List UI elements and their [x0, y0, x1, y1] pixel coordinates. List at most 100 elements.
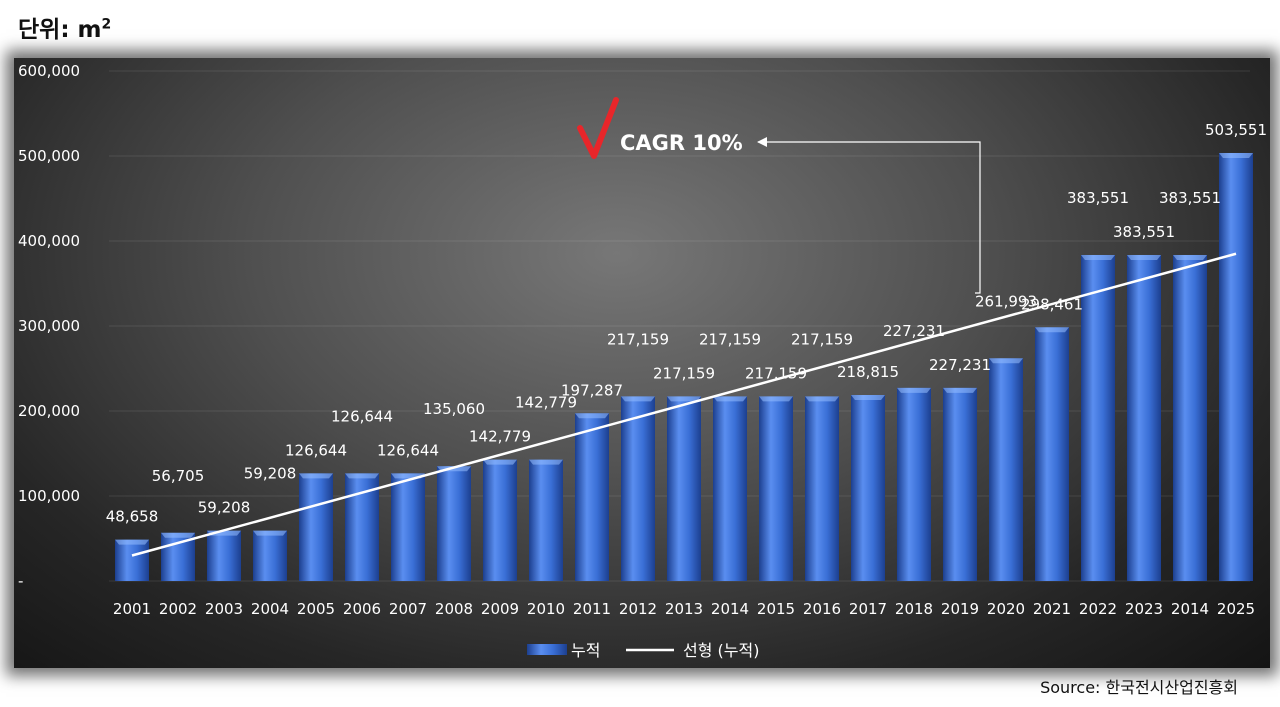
x-tick-label: 2023 — [1125, 600, 1163, 618]
y-tick-label: 500,000 — [18, 147, 80, 165]
x-tick-label: 2006 — [343, 600, 381, 618]
bar — [1127, 254, 1161, 582]
data-label: 197,287 — [561, 381, 623, 399]
bars — [115, 152, 1253, 582]
legend-bar-swatch — [527, 644, 567, 655]
x-tick-label: 2014 — [1171, 600, 1209, 618]
data-label: 217,159 — [607, 330, 669, 348]
x-tick-label: 2002 — [159, 600, 197, 618]
x-tick-label: 2011 — [573, 600, 611, 618]
x-tick-label: 2018 — [895, 600, 933, 618]
bar — [207, 530, 241, 581]
y-tick-label: - — [18, 572, 23, 590]
x-tick-label: 2009 — [481, 600, 519, 618]
bar-top-bevel — [1081, 254, 1115, 260]
cagr-text: CAGR 10% — [620, 131, 743, 155]
x-tick-label: 2014 — [711, 600, 749, 618]
data-label: 227,231 — [883, 322, 945, 340]
unit-title: 단위: m2 — [18, 10, 111, 44]
y-tick-label: 100,000 — [18, 487, 80, 505]
check-mark-icon — [577, 97, 619, 159]
data-label: 59,208 — [198, 499, 251, 517]
data-label: 56,705 — [152, 467, 205, 485]
bar-top-bevel — [299, 473, 333, 479]
data-label: 217,159 — [745, 364, 807, 382]
bar — [391, 473, 425, 581]
data-label: 383,551 — [1067, 189, 1129, 207]
bar-top-bevel — [161, 532, 195, 538]
bar — [713, 396, 747, 581]
data-label: 142,779 — [515, 394, 577, 412]
bar-top-bevel — [115, 539, 149, 545]
bar-top-bevel — [713, 396, 747, 402]
x-tick-label: 2010 — [527, 600, 565, 618]
bar — [805, 396, 839, 581]
bar — [621, 396, 655, 581]
bar-top-bevel — [1173, 254, 1207, 260]
bar-top-bevel — [345, 473, 379, 479]
bar-top-bevel — [1127, 254, 1161, 260]
data-label: 217,159 — [653, 364, 715, 382]
bar-top-bevel — [667, 396, 701, 402]
data-label: 217,159 — [791, 330, 853, 348]
y-tick-label: 400,000 — [18, 232, 80, 250]
data-label: 217,159 — [699, 330, 761, 348]
x-tick-label: 2025 — [1217, 600, 1255, 618]
y-tick-label: 600,000 — [18, 62, 80, 80]
data-label: 261,993 — [975, 292, 1037, 310]
bar-top-bevel — [529, 459, 563, 465]
bar-top-bevel — [253, 530, 287, 536]
bar — [299, 473, 333, 581]
x-tick-label: 2019 — [941, 600, 979, 618]
x-tick-label: 2008 — [435, 600, 473, 618]
x-tick-label: 2001 — [113, 600, 151, 618]
x-tick-label: 2003 — [205, 600, 243, 618]
cagr-annotation: CAGR 10% — [577, 97, 981, 294]
bar — [1035, 327, 1069, 581]
bar-top-bevel — [989, 358, 1023, 364]
cagr-arrow — [757, 137, 981, 294]
data-label: 126,644 — [377, 441, 439, 459]
bar-top-bevel — [1035, 327, 1069, 333]
x-tick-label: 2021 — [1033, 600, 1071, 618]
bar-top-bevel — [621, 396, 655, 402]
bar — [989, 358, 1023, 581]
y-tick-label: 300,000 — [18, 317, 80, 335]
bar — [1173, 254, 1207, 582]
bar — [345, 473, 379, 581]
data-label: 227,231 — [929, 356, 991, 374]
x-tick-label: 2022 — [1079, 600, 1117, 618]
x-tick-label: 2005 — [297, 600, 335, 618]
data-label: 383,551 — [1113, 223, 1175, 241]
data-label: 142,779 — [469, 428, 531, 446]
data-label: 298,461 — [1021, 295, 1083, 313]
bar-top-bevel — [483, 459, 517, 465]
data-label: 48,658 — [106, 508, 159, 526]
legend: 누적 선형 (누적) — [527, 641, 759, 660]
source-note: Source: 한국전시산업진흥회 — [1040, 678, 1238, 697]
bar — [667, 396, 701, 581]
bar — [437, 466, 471, 581]
x-tick-label: 2015 — [757, 600, 795, 618]
bar-top-bevel — [805, 396, 839, 402]
data-label: 135,060 — [423, 400, 485, 418]
unit-superscript: 2 — [101, 16, 112, 33]
bar — [897, 387, 931, 581]
bar — [529, 459, 563, 581]
bar — [851, 395, 885, 581]
bar — [1219, 152, 1253, 582]
bar-top-bevel — [759, 396, 793, 402]
trendline — [131, 252, 1237, 557]
trend-line — [131, 252, 1237, 557]
data-label: 59,208 — [244, 465, 297, 483]
data-label: 126,644 — [285, 441, 347, 459]
bar — [253, 530, 287, 581]
unit-label: 단위: m — [18, 17, 102, 43]
legend-bar-label: 누적 — [571, 641, 600, 660]
data-label: 383,551 — [1159, 189, 1221, 207]
x-tick-label: 2016 — [803, 600, 841, 618]
data-label: 503,551 — [1205, 121, 1267, 139]
x-tick-label: 2007 — [389, 600, 427, 618]
x-tick-label: 2017 — [849, 600, 887, 618]
